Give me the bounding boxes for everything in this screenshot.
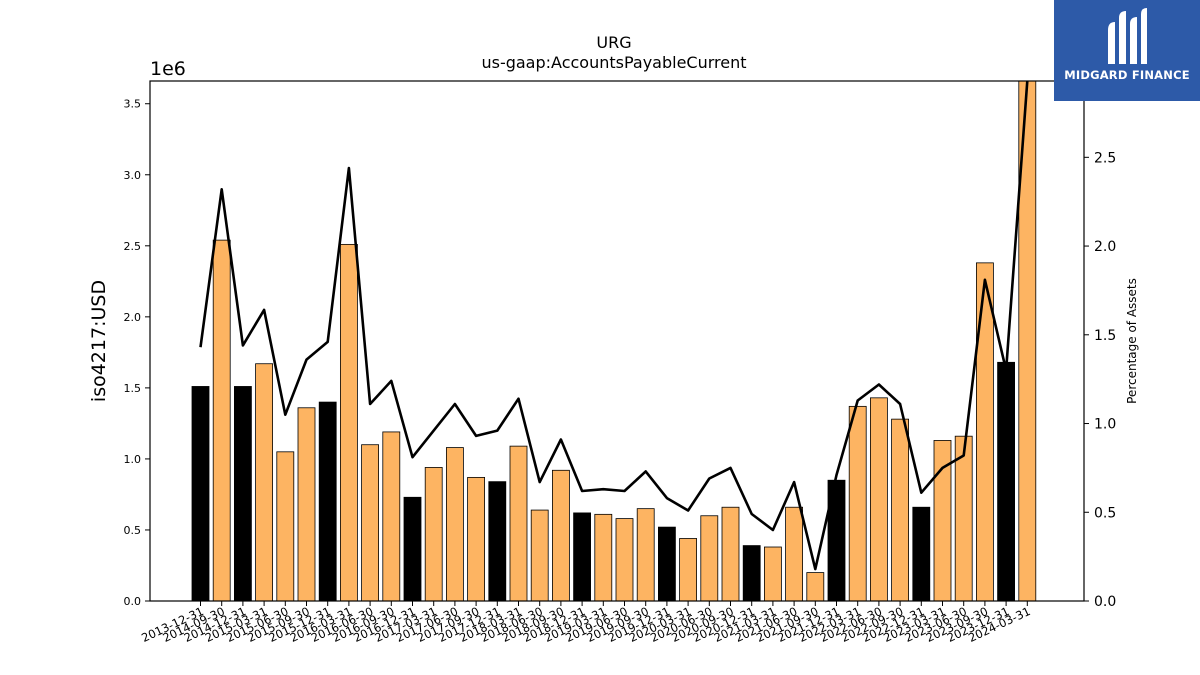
chart-subtitle: us-gaap:AccountsPayableCurrent bbox=[481, 53, 746, 72]
bar-2017-06-30 bbox=[445, 447, 464, 602]
bar-2018-09-30 bbox=[552, 469, 570, 602]
bar-2023-06-30 bbox=[954, 435, 973, 602]
bar-2023-09-30 bbox=[976, 262, 994, 602]
bar-2020-06-30 bbox=[700, 515, 719, 602]
y-tick-label: 2.0 bbox=[124, 311, 142, 324]
bar-2014-12-31 bbox=[233, 386, 252, 602]
bar-2018-06-30 bbox=[530, 509, 549, 602]
y-axis-label: iso4217:USD bbox=[88, 280, 110, 402]
bar-2015-03-31 bbox=[255, 363, 274, 602]
bar-2015-09-30 bbox=[297, 407, 316, 602]
y-tick-label: 0.5 bbox=[124, 524, 142, 537]
y2-tick-label: 1.5 bbox=[1094, 328, 1116, 344]
bar-2013-12-31 bbox=[191, 386, 210, 602]
y-tick-label: 3.0 bbox=[124, 169, 142, 182]
bar-2020-09-30 bbox=[721, 506, 740, 602]
bar-2022-06-30 bbox=[870, 397, 888, 602]
axes-group: 0.0 0.5 1.0 1.5 2.0 2.5 3.0 3.5 0.0 0.5 1.0 1.5 2.0 2… bbox=[124, 98, 1117, 645]
bar-2017-12-31 bbox=[488, 481, 507, 602]
bar-2019-09-30 bbox=[636, 508, 655, 602]
bar-2020-12-31 bbox=[742, 545, 761, 602]
bar-2017-09-30 bbox=[467, 476, 486, 602]
bar-2017-03-31 bbox=[424, 467, 443, 602]
bar-2018-12-31 bbox=[573, 512, 591, 602]
logo-text: MIDGARD FINANCE bbox=[1064, 68, 1190, 82]
bar-2022-03-31 bbox=[848, 405, 867, 602]
bar-2019-03-31 bbox=[594, 513, 613, 602]
chart-title: URG bbox=[596, 33, 631, 52]
bar-2016-09-30 bbox=[382, 431, 401, 602]
y2-tick-label: 2.5 bbox=[1094, 150, 1116, 166]
bar-2016-12-31 bbox=[403, 496, 422, 602]
y2-tick-label: 0.5 bbox=[1094, 505, 1116, 521]
bar-2015-06-30 bbox=[276, 451, 295, 602]
bar-2015-12-31 bbox=[318, 401, 337, 602]
bar-2018-03-31 bbox=[509, 445, 528, 602]
bars-group bbox=[191, 80, 1037, 602]
logo-mark-icon bbox=[1108, 8, 1147, 64]
percentage-line bbox=[199, 80, 1029, 571]
bar-2021-03-31 bbox=[764, 546, 782, 602]
y-tick-label: 2.5 bbox=[124, 240, 142, 253]
bar-2019-06-30 bbox=[615, 518, 634, 602]
line-group bbox=[199, 80, 1029, 571]
bar-2022-09-30 bbox=[891, 418, 909, 602]
y-offset-label: 1e6 bbox=[150, 58, 186, 80]
bar-2021-06-30 bbox=[785, 506, 803, 602]
plot-frame bbox=[149, 80, 1085, 602]
y2-axis-label: Percentage of Assets bbox=[1125, 278, 1139, 404]
bar-2023-12-31 bbox=[997, 361, 1015, 602]
y-tick-label: 3.5 bbox=[124, 98, 142, 111]
logo: MIDGARD FINANCE bbox=[1054, 0, 1200, 101]
bar-2014-09-30 bbox=[212, 239, 231, 602]
bar-2019-12-31 bbox=[658, 526, 676, 602]
y2-tick-label: 0.0 bbox=[1094, 594, 1116, 610]
bar-2016-03-31 bbox=[339, 243, 358, 602]
bar-2021-09-30 bbox=[806, 572, 825, 602]
y2-tick-label: 2.0 bbox=[1094, 239, 1116, 255]
y-tick-label: 1.0 bbox=[124, 453, 142, 466]
y2-tick-label: 1.0 bbox=[1094, 417, 1116, 433]
y-tick-label: 0.0 bbox=[124, 595, 142, 608]
bar-2020-03-31 bbox=[679, 538, 697, 602]
bar-2022-12-31 bbox=[912, 506, 931, 602]
y-tick-label: 1.5 bbox=[124, 382, 142, 395]
bar-2016-06-30 bbox=[361, 444, 380, 602]
